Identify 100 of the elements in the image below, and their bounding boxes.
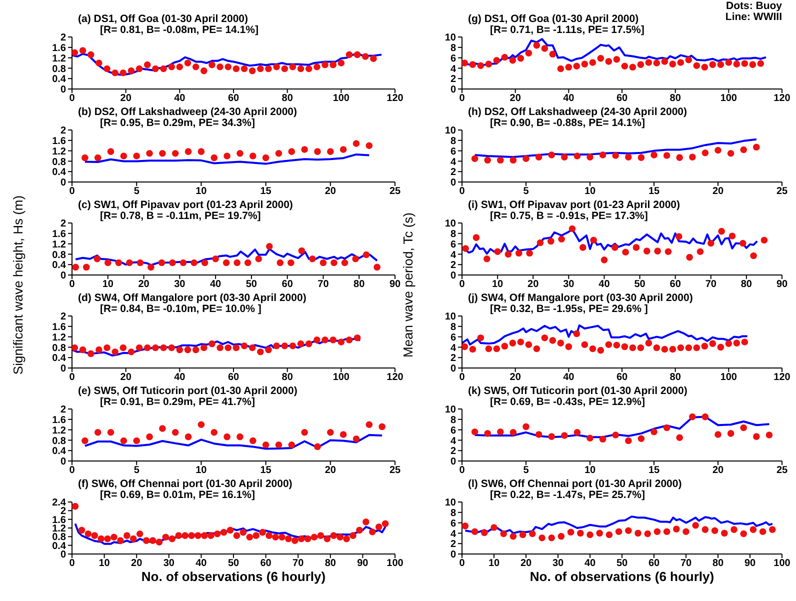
point xyxy=(107,148,114,155)
x-tick-label: 20 xyxy=(324,465,336,476)
point xyxy=(597,346,604,354)
point xyxy=(207,532,214,539)
point xyxy=(471,428,478,436)
point xyxy=(685,56,692,64)
line-series xyxy=(84,434,384,450)
point xyxy=(533,42,540,49)
x-tick-label: 100 xyxy=(720,372,738,384)
x-tick-label: 25 xyxy=(389,465,401,476)
x-tick-label: 10 xyxy=(488,558,500,570)
chart-subtitle: [R= 0.90, B= -0.88s, PE= 14.1%] xyxy=(489,117,645,129)
point xyxy=(305,65,312,72)
point xyxy=(266,243,273,250)
chart-subtitle: [R= 0.81, B= -0.08m, PE= 14.1%] xyxy=(99,24,258,36)
x-tick-label: 80 xyxy=(282,93,294,104)
point xyxy=(82,264,90,271)
point xyxy=(605,341,612,348)
chart-subtitle: [R= 0.32, B= -1.95s, PE= 29.6% ] xyxy=(489,303,648,315)
y-tick-label: 6 xyxy=(450,146,456,158)
point xyxy=(718,228,725,235)
point xyxy=(115,259,122,266)
x-tick-label: 100 xyxy=(774,558,791,570)
point xyxy=(233,532,240,539)
point xyxy=(567,528,574,536)
x-tick-label: 80 xyxy=(740,279,752,290)
point xyxy=(128,348,135,356)
point xyxy=(741,60,748,67)
y-tick-label: 4 xyxy=(450,342,456,354)
point xyxy=(481,529,488,536)
point xyxy=(78,526,86,534)
point xyxy=(622,248,629,256)
point xyxy=(517,338,524,346)
point xyxy=(200,344,208,352)
x-tick-label: 90 xyxy=(357,558,369,570)
point xyxy=(727,430,734,437)
x-tick-label: 40 xyxy=(196,558,208,570)
y-tick-label: 0.4 xyxy=(52,540,66,552)
point xyxy=(240,528,247,536)
point xyxy=(750,526,757,533)
point xyxy=(288,441,296,448)
point xyxy=(509,340,516,346)
x-tick-label: 40 xyxy=(598,279,610,290)
x-tick-label: 0 xyxy=(69,558,76,570)
point xyxy=(483,255,490,262)
point xyxy=(581,60,588,68)
point xyxy=(663,528,670,536)
point xyxy=(340,146,347,153)
y-tick-label: 1.6 xyxy=(52,136,66,147)
point xyxy=(133,437,140,444)
point xyxy=(104,65,110,72)
point xyxy=(493,345,500,352)
point xyxy=(709,340,716,347)
x-tick-label: 5 xyxy=(523,465,530,476)
point xyxy=(232,65,240,72)
x-tick-label: 100 xyxy=(386,558,404,570)
point xyxy=(244,259,252,266)
point xyxy=(541,45,548,52)
point xyxy=(586,434,594,442)
point xyxy=(728,232,736,240)
point xyxy=(669,346,676,353)
y-tick-label: 0 xyxy=(450,550,456,561)
point xyxy=(693,344,700,352)
point xyxy=(320,259,327,266)
chart-title: (h) DS2, Off Lakshadweep (24-30 April 2000) xyxy=(468,106,688,118)
x-tick-label: 60 xyxy=(228,372,240,384)
point xyxy=(336,534,344,540)
y-tick-label: 0 xyxy=(60,550,66,561)
point xyxy=(356,526,363,534)
point xyxy=(558,532,565,540)
point xyxy=(136,530,144,538)
point xyxy=(599,436,606,443)
point xyxy=(128,67,135,74)
point xyxy=(484,430,491,437)
point xyxy=(645,340,652,346)
x-tick-label: 50 xyxy=(246,279,258,290)
point xyxy=(689,154,696,160)
point xyxy=(201,532,208,539)
point xyxy=(759,528,766,536)
point xyxy=(632,244,640,251)
y-tick-label: 0.4 xyxy=(52,446,66,458)
x-tick-label: 30 xyxy=(563,279,575,290)
point xyxy=(721,530,728,537)
y-tick-label: 1.6 xyxy=(52,228,66,240)
point xyxy=(301,146,308,153)
x-tick-label: 100 xyxy=(332,93,350,104)
y-tick-label: 10 xyxy=(444,218,456,230)
y-tick-label: 0.8 xyxy=(52,64,66,75)
point xyxy=(579,244,586,251)
y-tick-label: 2 xyxy=(60,506,66,518)
point xyxy=(146,433,153,440)
point xyxy=(538,534,546,542)
point xyxy=(149,537,156,544)
point xyxy=(117,537,124,544)
y-tick-label: 0.8 xyxy=(52,342,66,354)
y-tick-label: 1.6 xyxy=(52,42,66,54)
x-tick-label: 120 xyxy=(386,372,404,384)
x-tick-label: 0 xyxy=(69,465,76,476)
y-tick-label: 8 xyxy=(450,508,456,519)
x-tick-label: 40 xyxy=(563,372,575,384)
